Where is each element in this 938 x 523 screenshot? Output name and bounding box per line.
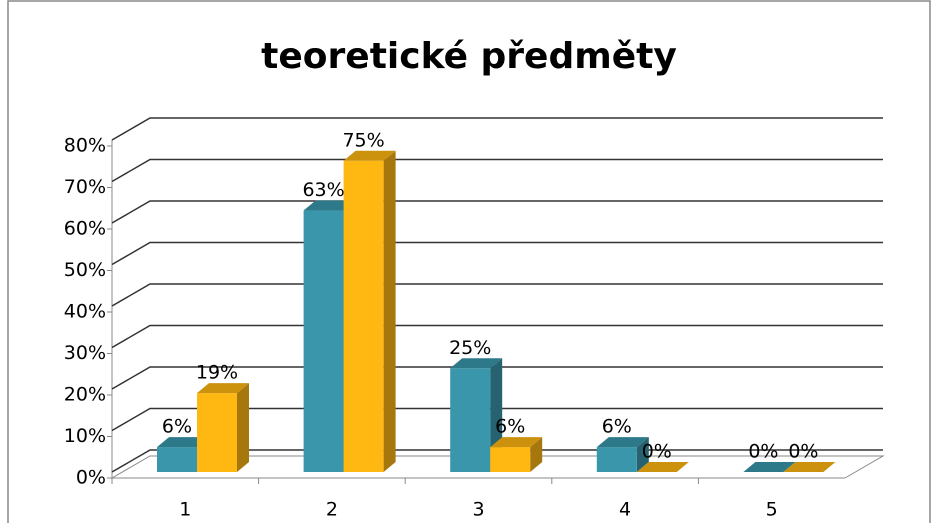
data-label: 19% [196,362,238,384]
bar-top [636,462,689,472]
y-tick-label: 30% [64,342,106,364]
y-tick-label: 80% [64,135,106,157]
y-tick-label: 70% [64,176,106,198]
data-label: 0% [642,441,672,463]
bar-side [383,150,396,472]
data-label: 6% [162,416,192,438]
bar [596,447,637,472]
data-label: 75% [342,129,384,151]
x-tick-label: 2 [326,499,338,521]
x-tick-label: 5 [766,499,778,521]
bar-top [303,200,356,211]
grid-line [111,200,883,224]
grid-line [111,158,883,183]
bar [343,160,384,472]
x-tick-label: 3 [472,499,484,521]
bar [157,447,197,472]
bar-top [783,462,836,472]
bar [197,393,237,472]
data-label: 6% [495,416,525,438]
bar-top [157,437,209,448]
bar-side [237,383,249,472]
bar-top [450,358,503,369]
grid-line [111,407,883,432]
bar-top [197,383,249,394]
y-tick-label: 40% [64,301,106,323]
y-tick-label: 10% [64,425,106,447]
y-tick-label: 50% [64,259,106,281]
bar-top [596,437,649,448]
bar [303,210,344,473]
bar-side [636,437,649,472]
grid-line [111,241,883,266]
grid-line [111,117,883,141]
y-tick-label: 20% [64,384,106,406]
data-label: 63% [302,179,344,201]
bar [490,447,531,472]
x-tick-label: 4 [619,499,631,521]
data-label: 0% [788,441,818,463]
bar-side [530,437,543,472]
y-tick-label: 0% [76,467,106,489]
y-tick-label: 60% [64,218,106,240]
data-label: 6% [602,416,632,438]
grid-line [111,366,883,390]
data-label: 25% [449,337,491,359]
bar-top [343,150,396,161]
grid-line [111,283,883,307]
bar-top [743,462,796,472]
bar-top [490,437,543,448]
bar [450,368,491,472]
data-label: 0% [748,441,778,463]
x-tick-label: 1 [179,499,191,521]
grid-line [111,324,883,349]
chart-title: teoretické předměty [261,36,677,77]
